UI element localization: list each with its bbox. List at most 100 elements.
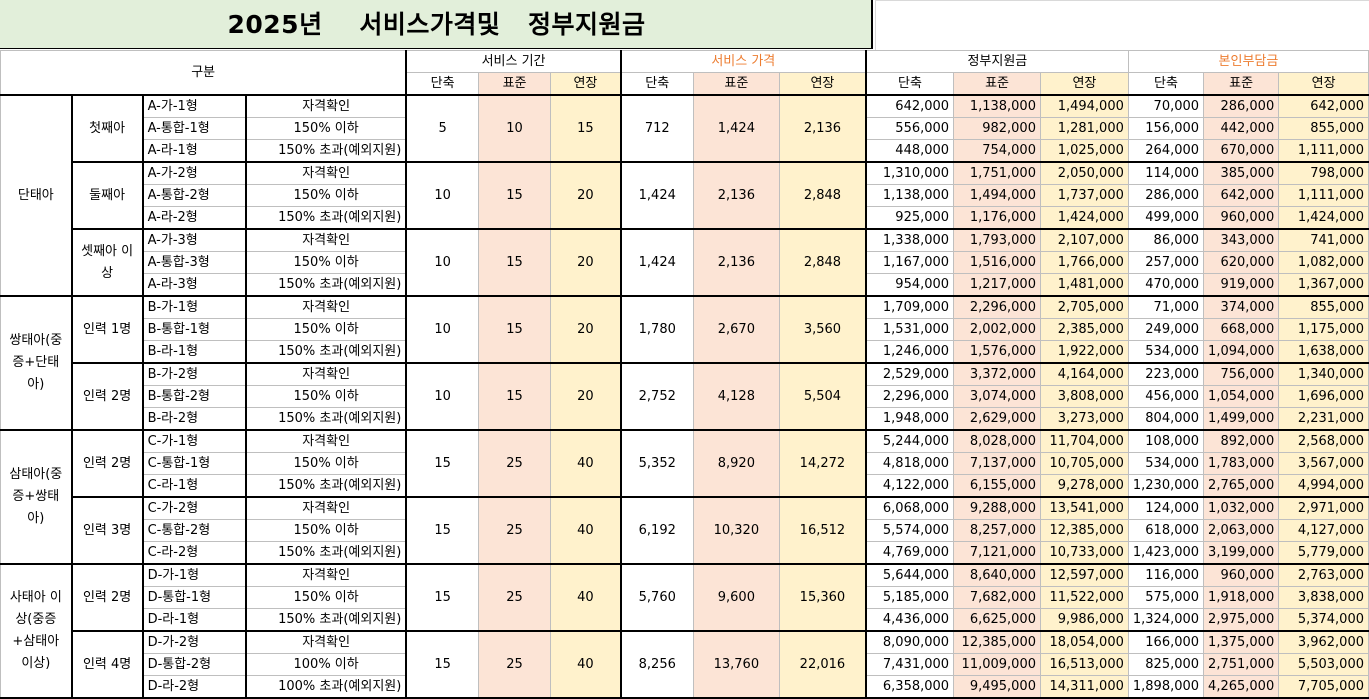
- eligibility-condition: 150% 이하: [245, 519, 408, 542]
- gov-extended: 1,281,000: [1039, 117, 1129, 140]
- type-code: A-라-1형: [142, 139, 247, 163]
- type-code: D-통합-2형: [142, 653, 247, 676]
- gov-extended: 11,522,000: [1039, 586, 1129, 609]
- self-short: 534,000: [1127, 452, 1205, 475]
- type-code: A-가-2형: [142, 161, 247, 185]
- eligibility-condition: 자격확인: [245, 161, 408, 185]
- gov-short: 5,574,000: [865, 519, 955, 542]
- table-row: B-통합-2형 150% 이하 2,296,000 3,074,000 3,808,00…: [1, 385, 1369, 408]
- table-row: 둘째아 A-가-2형 자격확인 10 15 20 1,424 2,136 2,848 1,310,…: [1, 161, 1369, 230]
- self-standard: 2,751,000: [1203, 653, 1280, 676]
- gov-standard: 6,155,000: [953, 474, 1041, 498]
- price-standard: 4,128: [692, 362, 781, 431]
- period-standard: 15: [477, 362, 552, 431]
- period-extended: 15: [550, 94, 622, 163]
- period-standard: 25: [477, 496, 552, 565]
- gov-extended: 2,107,000: [1039, 228, 1129, 252]
- period-extended: 40: [550, 563, 622, 632]
- subgroup-label: 인력 2명: [71, 563, 144, 632]
- gov-extended: 1,737,000: [1039, 184, 1129, 207]
- header-price-extended: 연장: [779, 72, 867, 96]
- self-extended: 5,503,000: [1278, 653, 1369, 676]
- gov-short: 4,122,000: [865, 474, 955, 498]
- table-row: 인력 2명 B-가-2형 자격확인 10 15 20 2,752 4,128 5,504 2,52…: [1, 362, 1369, 431]
- table-row: 쌍태아(중증+단태아) 인력 1명 B-가-1형 자격확인 10 15 20 1,780 2,6…: [0, 295, 1369, 431]
- gov-extended: 10,705,000: [1039, 452, 1129, 475]
- table-row: B-통합-1형 150% 이하 1,531,000 2,002,000 2,385,00…: [1, 318, 1369, 341]
- table-row: C-통합-2형 150% 이하 5,574,000 8,257,000 12,385,0…: [1, 519, 1369, 542]
- price-extended: 22,016: [779, 630, 867, 699]
- self-short: 470,000: [1127, 273, 1205, 297]
- self-extended: 4,127,000: [1278, 519, 1369, 542]
- price-extended: 16,512: [779, 496, 867, 565]
- gov-short: 1,246,000: [865, 340, 955, 364]
- type-code: C-가-1형: [142, 429, 247, 453]
- gov-extended: 3,808,000: [1039, 385, 1129, 408]
- eligibility-condition: 150% 이하: [245, 318, 408, 341]
- subgroup-label: 인력 4명: [71, 630, 144, 699]
- price-short: 1,424: [620, 161, 694, 230]
- header-self-extended: 연장: [1278, 72, 1369, 96]
- gov-extended: 2,705,000: [1039, 295, 1129, 319]
- type-code: A-가-1형: [142, 94, 247, 118]
- self-standard: 1,499,000: [1203, 407, 1280, 431]
- self-standard: 4,265,000: [1203, 675, 1280, 699]
- period-short: 15: [405, 496, 479, 565]
- period-extended: 40: [550, 496, 622, 565]
- sheet-title: 2025년 서비스가격및 정부지원금: [227, 10, 646, 39]
- period-standard: 25: [477, 630, 552, 699]
- table-row: D-통합-2형 100% 이하 7,431,000 11,009,000 16,513,…: [1, 653, 1369, 676]
- self-short: 804,000: [1127, 407, 1205, 431]
- self-short: 249,000: [1127, 318, 1205, 341]
- eligibility-condition: 150% 초과(예외지원): [245, 340, 408, 364]
- self-standard: 756,000: [1203, 362, 1280, 386]
- gov-extended: 1,025,000: [1039, 139, 1129, 163]
- header-service-price: 서비스 가격: [620, 50, 867, 73]
- gov-extended: 9,278,000: [1039, 474, 1129, 498]
- subgroup-label: 셋째아 이상: [71, 228, 144, 297]
- self-short: 70,000: [1127, 94, 1205, 118]
- empty-cells-area: [875, 0, 1369, 50]
- subgroup-label: 둘째아: [71, 161, 144, 230]
- period-extended: 40: [550, 429, 622, 498]
- self-extended: 3,962,000: [1278, 630, 1369, 654]
- self-standard: 642,000: [1203, 184, 1280, 207]
- price-short: 1,780: [620, 295, 694, 364]
- eligibility-condition: 150% 이하: [245, 385, 408, 408]
- gov-standard: 1,793,000: [953, 228, 1041, 252]
- self-extended: 5,374,000: [1278, 608, 1369, 632]
- table-row: 삼태아(중증+쌍태아) 인력 2명 C-가-1형 자격확인 15 25 40 5,352 8,9…: [0, 429, 1369, 565]
- price-standard: 2,136: [692, 161, 781, 230]
- self-short: 499,000: [1127, 206, 1205, 230]
- self-extended: 1,111,000: [1278, 184, 1369, 207]
- price-extended: 5,504: [779, 362, 867, 431]
- self-short: 825,000: [1127, 653, 1205, 676]
- header-period-standard: 표준: [477, 72, 552, 96]
- self-standard: 374,000: [1203, 295, 1280, 319]
- gov-standard: 2,629,000: [953, 407, 1041, 431]
- gov-short: 1,709,000: [865, 295, 955, 319]
- price-extended: 14,272: [779, 429, 867, 498]
- period-extended: 20: [550, 161, 622, 230]
- price-standard: 9,600: [692, 563, 781, 632]
- gov-extended: 18,054,000: [1039, 630, 1129, 654]
- gov-extended: 16,513,000: [1039, 653, 1129, 676]
- eligibility-condition: 자격확인: [245, 228, 408, 252]
- self-extended: 855,000: [1278, 117, 1369, 140]
- type-code: A-통합-3형: [142, 251, 247, 274]
- self-extended: 2,971,000: [1278, 496, 1369, 520]
- type-code: B-라-1형: [142, 340, 247, 364]
- table-row: D-통합-1형 150% 이하 5,185,000 7,682,000 11,522,0…: [1, 586, 1369, 609]
- gov-standard: 1,516,000: [953, 251, 1041, 274]
- eligibility-condition: 100% 이하: [245, 653, 408, 676]
- self-standard: 286,000: [1203, 94, 1280, 118]
- gov-extended: 1,922,000: [1039, 340, 1129, 364]
- period-short: 10: [405, 161, 479, 230]
- period-short: 5: [405, 94, 479, 163]
- gov-short: 5,244,000: [865, 429, 955, 453]
- self-extended: 1,424,000: [1278, 206, 1369, 230]
- self-short: 71,000: [1127, 295, 1205, 319]
- type-code: A-통합-2형: [142, 184, 247, 207]
- self-short: 114,000: [1127, 161, 1205, 185]
- self-extended: 642,000: [1278, 94, 1369, 118]
